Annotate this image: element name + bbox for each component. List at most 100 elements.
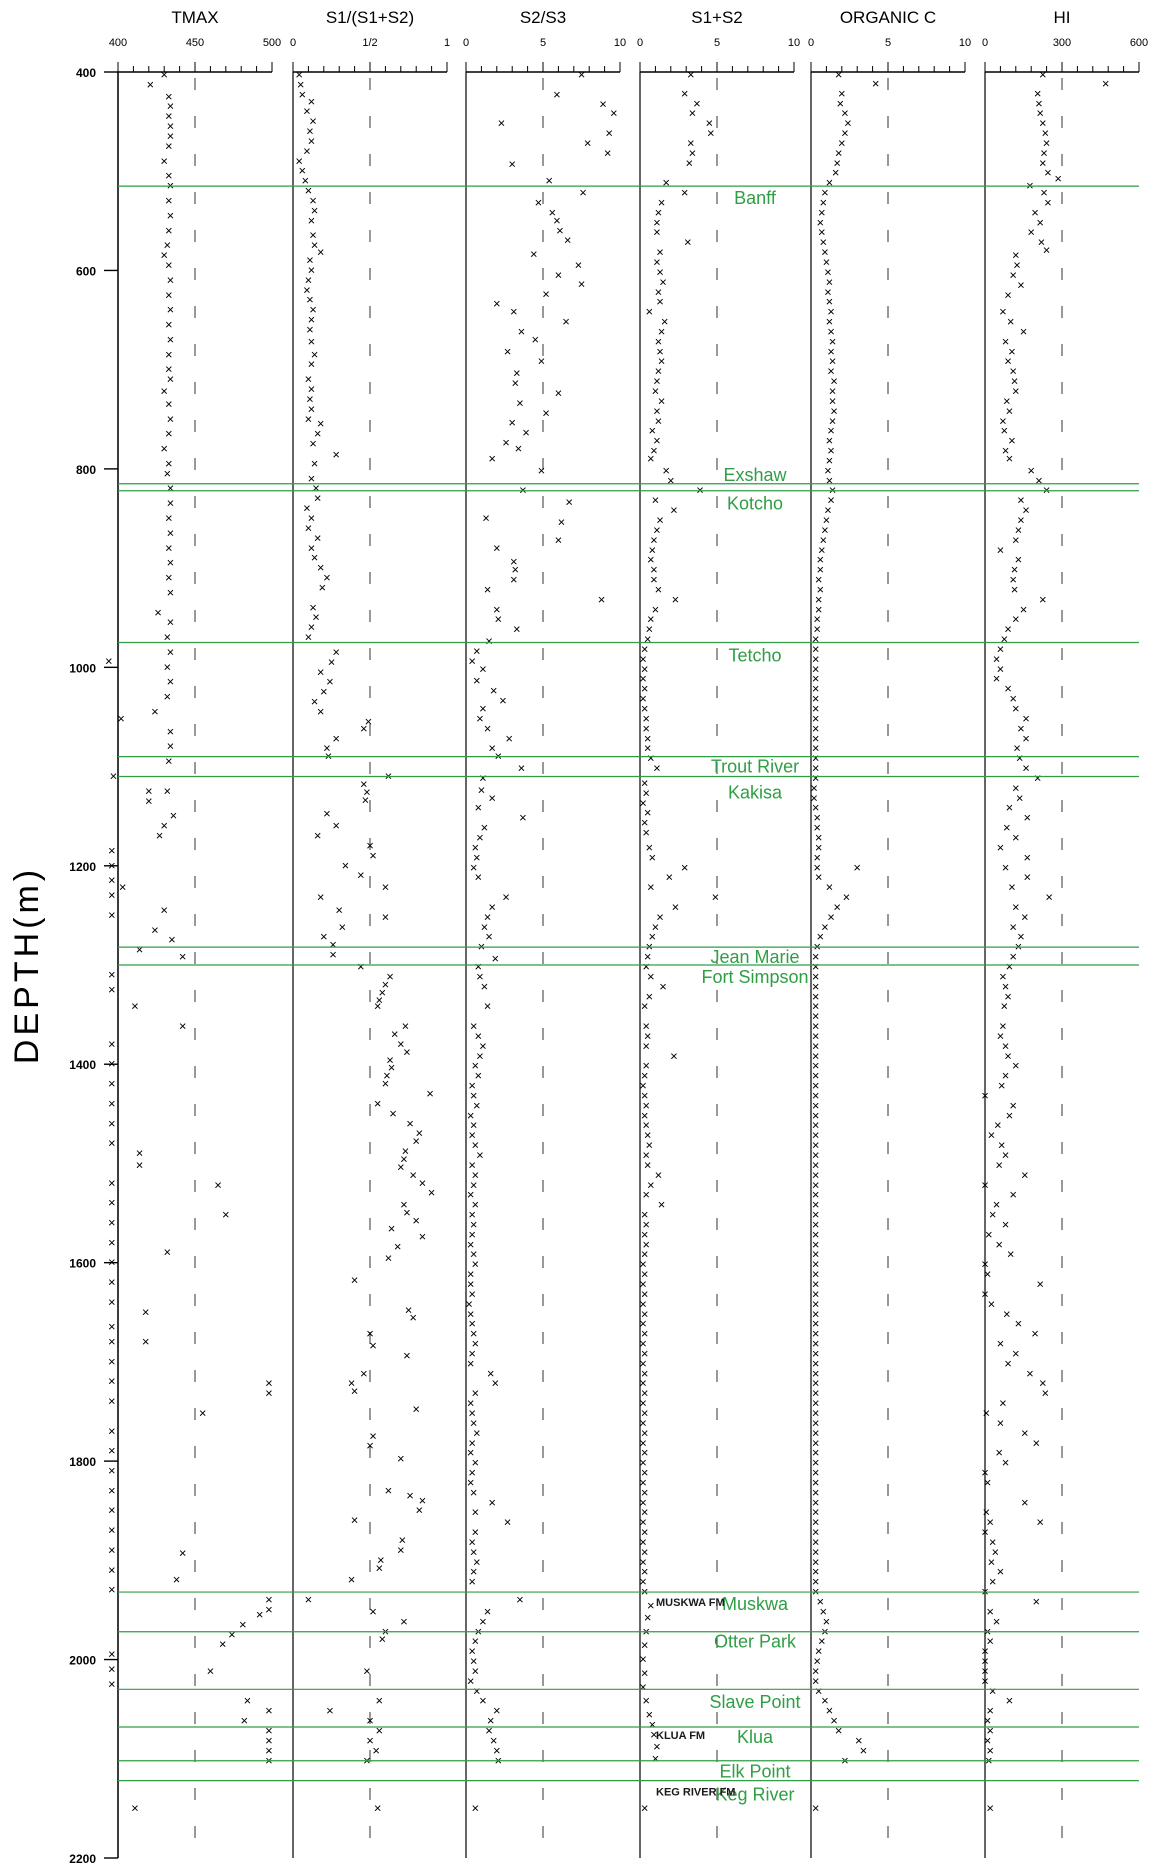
data-point: × (985, 1227, 993, 1242)
data-point: × (812, 1376, 820, 1391)
data-point: × (981, 1286, 989, 1301)
data-point: × (989, 1574, 997, 1589)
data-point: × (1012, 1058, 1020, 1073)
data-point: × (1016, 790, 1024, 805)
data-point: × (693, 96, 701, 111)
fm-annotation: MUSKWA FM (656, 1597, 725, 1609)
data-point: × (826, 453, 834, 468)
data-point: × (812, 1108, 820, 1123)
data-point: × (108, 1036, 116, 1051)
data-point: × (652, 383, 660, 398)
data-point: × (812, 1257, 820, 1272)
data-point: × (824, 503, 832, 518)
data-point: × (641, 1326, 649, 1341)
data-point: × (468, 1574, 476, 1589)
data-point: × (826, 473, 834, 488)
data-point: × (311, 347, 319, 362)
data-point: × (471, 1167, 479, 1182)
data-point: × (1045, 890, 1053, 905)
data-point: × (815, 1683, 823, 1698)
data-point: × (499, 693, 507, 708)
data-point: × (982, 1505, 990, 1520)
data-point: × (642, 1098, 650, 1113)
data-point: × (108, 1423, 116, 1438)
data-point: × (1004, 287, 1012, 302)
data-point: × (163, 689, 171, 704)
data-point: × (812, 1068, 820, 1083)
data-point: × (332, 644, 340, 659)
data-point: × (265, 1703, 273, 1718)
data-point: × (163, 783, 171, 798)
data-point: × (375, 1560, 383, 1575)
data-point: × (468, 1316, 476, 1331)
data-point: × (163, 630, 171, 645)
data-point: × (351, 1384, 359, 1399)
x-tick-label: 0 (463, 37, 469, 49)
data-point: × (999, 304, 1007, 319)
data-point: × (530, 247, 538, 262)
data-point: × (165, 570, 173, 585)
data-point: × (816, 562, 824, 577)
x-tick-label: 1 (444, 37, 450, 49)
data-point: × (1012, 780, 1020, 795)
data-point: × (320, 684, 328, 699)
data-point: × (308, 312, 316, 327)
data-point: × (108, 1056, 116, 1071)
data-point: × (382, 977, 390, 992)
data-point: × (1006, 451, 1014, 466)
data-point: × (360, 776, 368, 791)
data-point: × (1009, 919, 1017, 934)
data-point: × (165, 257, 173, 272)
data-point: × (812, 1177, 820, 1192)
data-point: × (812, 989, 820, 1004)
data-point: × (108, 1354, 116, 1369)
data-point: × (493, 540, 501, 555)
data-point: × (108, 1255, 116, 1270)
data-point: × (323, 741, 331, 756)
data-point: × (812, 1346, 820, 1361)
data-point: × (478, 782, 486, 797)
formation-label: Fort Simpson (701, 967, 808, 987)
data-point: × (471, 1663, 479, 1678)
data-point: × (812, 1306, 820, 1321)
data-point: × (1039, 67, 1047, 82)
data-point: × (641, 1405, 649, 1420)
data-point: × (468, 1078, 476, 1093)
data-point: × (151, 704, 159, 719)
data-point: × (302, 173, 310, 188)
data-point: × (168, 932, 176, 947)
data-point: × (372, 1743, 380, 1758)
data-point: × (167, 674, 175, 689)
data-point: × (553, 87, 561, 102)
data-point: × (366, 838, 374, 853)
formation-label: Trout River (711, 757, 799, 777)
data-point: × (165, 540, 173, 555)
data-point: × (470, 1019, 478, 1034)
data-point: × (641, 1247, 649, 1262)
data-point: × (991, 1544, 999, 1559)
data-point: × (641, 1207, 649, 1222)
data-point: × (308, 382, 316, 397)
data-point: × (342, 858, 350, 873)
data-point: × (815, 870, 823, 885)
data-point: × (641, 641, 649, 656)
data-point: × (812, 1187, 820, 1202)
data-point: × (314, 530, 322, 545)
data-point: × (473, 1683, 481, 1698)
x-tick-label: 1/2 (362, 37, 377, 49)
data-point: × (131, 999, 139, 1014)
data-point: × (165, 168, 173, 183)
data-point: × (818, 225, 826, 240)
x-tick-label: 0 (637, 37, 643, 49)
data-point: × (170, 808, 178, 823)
data-point: × (470, 1544, 478, 1559)
data-point: × (1006, 403, 1014, 418)
data-point: × (488, 899, 496, 914)
data-point: × (641, 1665, 649, 1680)
data-point: × (484, 721, 492, 736)
data-point: × (488, 451, 496, 466)
data-point: × (518, 761, 526, 776)
data-point: × (820, 1604, 828, 1619)
data-point: × (476, 711, 484, 726)
